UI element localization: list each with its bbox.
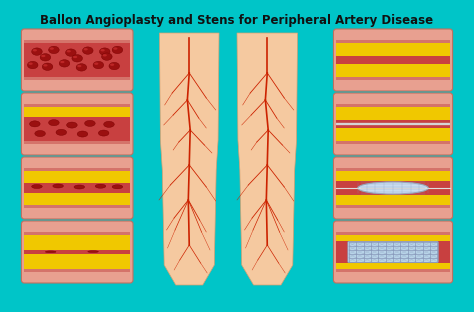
Ellipse shape xyxy=(65,49,76,56)
Ellipse shape xyxy=(77,131,88,137)
Bar xyxy=(336,40,450,46)
FancyBboxPatch shape xyxy=(24,138,130,144)
Bar xyxy=(336,123,450,125)
Bar xyxy=(336,171,450,181)
FancyBboxPatch shape xyxy=(21,93,133,155)
Ellipse shape xyxy=(35,130,46,137)
Bar xyxy=(24,193,130,205)
Ellipse shape xyxy=(104,121,114,127)
FancyBboxPatch shape xyxy=(24,74,130,80)
Ellipse shape xyxy=(100,49,105,51)
Ellipse shape xyxy=(82,47,93,54)
Ellipse shape xyxy=(112,46,123,54)
Ellipse shape xyxy=(99,130,109,136)
Polygon shape xyxy=(159,33,219,285)
Ellipse shape xyxy=(100,48,110,55)
Ellipse shape xyxy=(83,48,88,51)
FancyBboxPatch shape xyxy=(333,221,453,283)
FancyBboxPatch shape xyxy=(348,241,438,263)
Bar xyxy=(336,43,450,56)
Ellipse shape xyxy=(113,47,118,50)
Ellipse shape xyxy=(49,119,59,126)
Ellipse shape xyxy=(110,64,114,66)
Ellipse shape xyxy=(72,55,82,62)
Bar xyxy=(336,168,450,174)
Ellipse shape xyxy=(28,62,33,65)
Bar xyxy=(336,56,450,64)
Ellipse shape xyxy=(73,56,77,58)
Ellipse shape xyxy=(43,64,47,66)
Polygon shape xyxy=(237,33,298,285)
Ellipse shape xyxy=(76,64,87,71)
Ellipse shape xyxy=(59,60,70,67)
Bar xyxy=(336,105,450,110)
FancyBboxPatch shape xyxy=(24,266,130,272)
Ellipse shape xyxy=(84,120,95,126)
FancyBboxPatch shape xyxy=(24,105,130,110)
FancyBboxPatch shape xyxy=(24,202,130,207)
Ellipse shape xyxy=(53,184,64,188)
FancyBboxPatch shape xyxy=(21,29,133,91)
FancyBboxPatch shape xyxy=(24,168,130,174)
Bar xyxy=(336,64,450,77)
Ellipse shape xyxy=(32,48,42,55)
Bar xyxy=(24,183,130,193)
Bar xyxy=(24,107,130,117)
Ellipse shape xyxy=(77,65,82,67)
Ellipse shape xyxy=(60,61,64,63)
Ellipse shape xyxy=(50,47,54,50)
Ellipse shape xyxy=(74,185,84,189)
Ellipse shape xyxy=(88,251,99,252)
Ellipse shape xyxy=(32,184,42,188)
Bar xyxy=(336,120,450,128)
Ellipse shape xyxy=(33,49,37,51)
Bar xyxy=(336,74,450,80)
Ellipse shape xyxy=(67,122,77,128)
Bar xyxy=(336,128,450,141)
Ellipse shape xyxy=(101,53,112,60)
Bar xyxy=(24,250,130,254)
Bar xyxy=(336,181,450,195)
Bar xyxy=(336,195,450,205)
FancyBboxPatch shape xyxy=(24,40,130,46)
Ellipse shape xyxy=(358,182,428,194)
Ellipse shape xyxy=(112,185,123,189)
Ellipse shape xyxy=(41,55,46,57)
Ellipse shape xyxy=(109,62,119,70)
Bar xyxy=(336,235,450,241)
Bar xyxy=(24,43,130,77)
Ellipse shape xyxy=(67,50,71,52)
Ellipse shape xyxy=(46,251,56,253)
Bar xyxy=(336,138,450,144)
Bar xyxy=(336,202,450,207)
Ellipse shape xyxy=(95,184,106,188)
Bar xyxy=(336,266,450,272)
Bar xyxy=(336,241,450,263)
Bar xyxy=(24,235,130,250)
FancyBboxPatch shape xyxy=(21,157,133,219)
Bar xyxy=(336,263,450,269)
Ellipse shape xyxy=(94,62,99,65)
Ellipse shape xyxy=(27,61,38,69)
Ellipse shape xyxy=(93,61,104,69)
Bar xyxy=(24,254,130,269)
Ellipse shape xyxy=(102,54,107,56)
Bar xyxy=(24,171,130,183)
Ellipse shape xyxy=(56,129,67,135)
Text: Ballon Angioplasty and Stens for Peripheral Artery Disease: Ballon Angioplasty and Stens for Periphe… xyxy=(40,14,434,27)
Ellipse shape xyxy=(40,54,51,61)
FancyBboxPatch shape xyxy=(21,221,133,283)
Bar xyxy=(336,107,450,120)
FancyBboxPatch shape xyxy=(333,157,453,219)
FancyBboxPatch shape xyxy=(333,29,453,91)
Bar xyxy=(336,232,450,238)
Ellipse shape xyxy=(49,46,59,54)
FancyBboxPatch shape xyxy=(333,93,453,155)
FancyBboxPatch shape xyxy=(24,232,130,238)
Bar xyxy=(24,117,130,141)
Ellipse shape xyxy=(42,63,53,71)
Ellipse shape xyxy=(29,121,40,127)
